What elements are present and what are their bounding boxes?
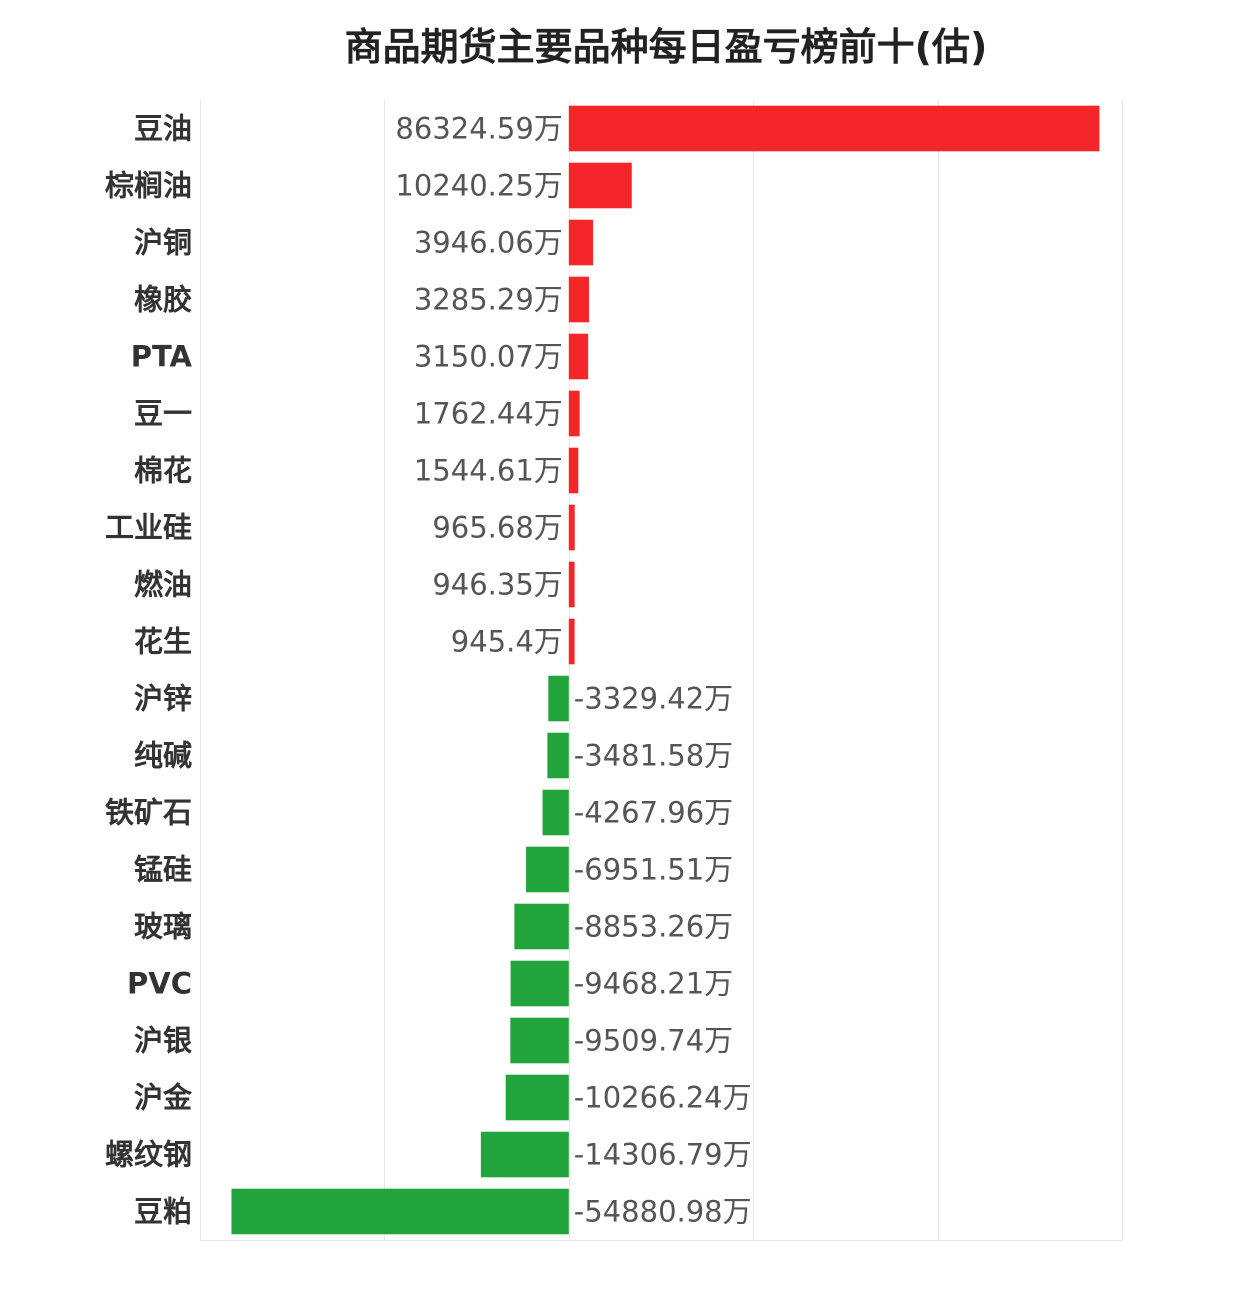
category-label: PTA [131,340,193,374]
bar-7 [568,504,575,551]
data-label: -6951.51万 [574,853,733,887]
category-label: 棉花 [134,454,192,488]
category-label: 豆粕 [134,1195,192,1229]
grid-lines [200,100,1123,1241]
category-label: 豆一 [134,397,192,431]
category-label: 沪锌 [134,682,192,716]
data-labels: 86324.59万 10240.25万 3946.06万 3285.29万 3150.0… [395,112,751,1229]
data-label: 3150.07万 [414,340,563,374]
bar-12 [542,789,569,836]
data-label: 3285.29万 [414,283,563,317]
bar-17 [505,1074,569,1121]
category-label: 纯碱 [134,739,192,773]
category-label: 沪铜 [134,226,192,260]
data-label: -54880.98万 [574,1195,752,1229]
category-label: 沪银 [134,1024,192,1058]
category-label: 锰硅 [134,853,192,887]
data-label: 946.35万 [432,568,562,602]
bar-19 [231,1188,569,1235]
bar-15 [510,960,569,1007]
data-label: -8853.26万 [574,910,733,944]
data-label: 1544.61万 [414,454,563,488]
category-label: 豆油 [134,112,192,146]
bar-6 [568,447,579,494]
bars [231,105,1100,1235]
data-label: -14306.79万 [574,1138,752,1172]
bar-13 [526,846,569,893]
data-label: 86324.59万 [395,112,562,146]
bar-2 [568,219,594,266]
data-label: 965.68万 [432,511,562,545]
category-label: 玻璃 [134,910,192,944]
bar-8 [568,561,575,608]
category-label: PVC [127,967,192,1001]
bar-1 [568,162,632,209]
category-label: 铁矿石 [105,796,192,830]
bar-5 [568,390,580,437]
bar-18 [480,1131,569,1178]
category-label: 沪金 [134,1081,193,1115]
bar-11 [547,732,569,779]
category-label: 燃油 [134,568,192,602]
bar-3 [568,276,589,323]
chart-title: 商品期货主要品种每日盈亏榜前十(估) [345,25,988,69]
data-label: -9509.74万 [574,1024,733,1058]
category-label: 棕榈油 [105,169,192,203]
category-label: 螺纹钢 [105,1138,192,1172]
bar-0 [568,105,1100,152]
data-label: 3946.06万 [414,226,563,260]
bar-9 [568,618,575,665]
category-label: 工业硅 [105,511,192,545]
bar-4 [568,333,589,380]
category-label: 花生 [134,625,192,659]
bar-10 [548,675,569,722]
data-label: -9468.21万 [574,967,733,1001]
category-label: 橡胶 [134,283,192,317]
data-label: 945.4万 [451,625,563,659]
data-label: -3481.58万 [574,739,733,773]
bar-16 [510,1017,569,1064]
data-label: -10266.24万 [574,1081,752,1115]
data-label: 10240.25万 [395,169,562,203]
bar-14 [514,903,569,950]
data-label: -4267.96万 [574,796,733,830]
data-label: 1762.44万 [414,397,563,431]
data-label: -3329.42万 [574,682,733,716]
